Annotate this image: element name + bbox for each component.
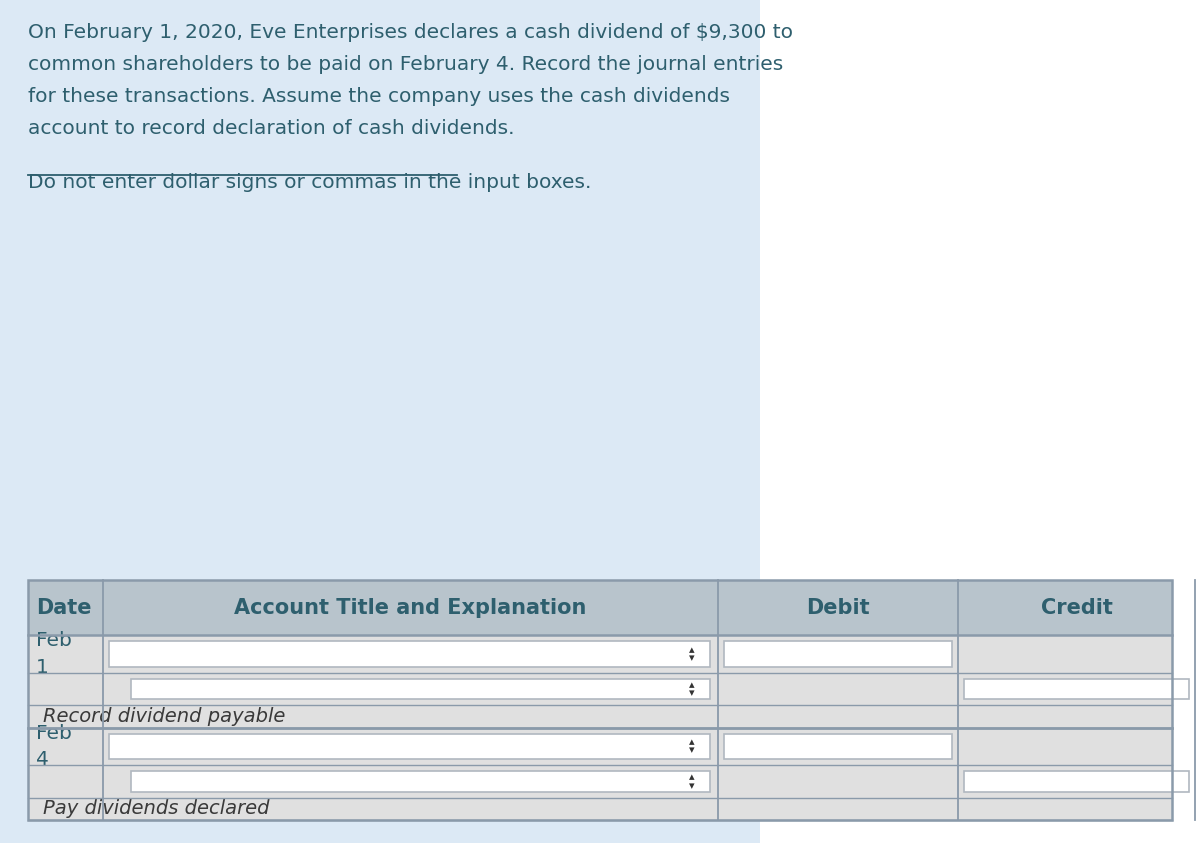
Text: Date: Date bbox=[36, 598, 91, 618]
Bar bbox=[724, 733, 952, 760]
Bar bbox=[964, 771, 1189, 792]
Text: Do not enter dollar signs or commas in the input boxes.: Do not enter dollar signs or commas in t… bbox=[28, 173, 592, 192]
Bar bbox=[760, 0, 1200, 843]
Text: Credit: Credit bbox=[1040, 598, 1112, 618]
Bar bbox=[724, 641, 952, 667]
Bar bbox=[28, 728, 103, 765]
Text: ▴
▾: ▴ ▾ bbox=[689, 772, 695, 791]
Bar bbox=[964, 679, 1189, 699]
Bar bbox=[103, 673, 1172, 706]
Bar bbox=[109, 733, 710, 760]
Bar bbox=[103, 635, 1172, 673]
Text: ▴
▾: ▴ ▾ bbox=[689, 737, 695, 755]
Bar bbox=[109, 641, 710, 667]
Bar bbox=[28, 580, 1172, 635]
Text: common shareholders to be paid on February 4. Record the journal entries: common shareholders to be paid on Februa… bbox=[28, 55, 784, 74]
Text: Feb
4: Feb 4 bbox=[36, 723, 72, 769]
Bar bbox=[28, 635, 103, 673]
Text: Account Title and Explanation: Account Title and Explanation bbox=[234, 598, 587, 618]
Text: account to record declaration of cash dividends.: account to record declaration of cash di… bbox=[28, 119, 515, 138]
Bar bbox=[131, 771, 710, 792]
Text: On February 1, 2020, Eve Enterprises declares a cash dividend of $9,300 to: On February 1, 2020, Eve Enterprises dec… bbox=[28, 23, 793, 42]
Text: ▴
▾: ▴ ▾ bbox=[689, 645, 695, 663]
Text: Feb
1: Feb 1 bbox=[36, 631, 72, 677]
Text: Record dividend payable: Record dividend payable bbox=[43, 707, 286, 726]
Bar bbox=[28, 673, 103, 706]
Bar bbox=[131, 679, 710, 699]
Text: for these transactions. Assume the company uses the cash dividends: for these transactions. Assume the compa… bbox=[28, 87, 730, 106]
Text: Pay dividends declared: Pay dividends declared bbox=[43, 799, 270, 819]
Text: Debit: Debit bbox=[806, 598, 870, 618]
Bar bbox=[28, 580, 1172, 820]
Bar bbox=[28, 706, 1172, 728]
Bar bbox=[103, 728, 1172, 765]
Bar bbox=[28, 797, 1172, 820]
Bar bbox=[103, 765, 1172, 797]
Text: ▴
▾: ▴ ▾ bbox=[689, 679, 695, 698]
Bar bbox=[28, 765, 103, 797]
